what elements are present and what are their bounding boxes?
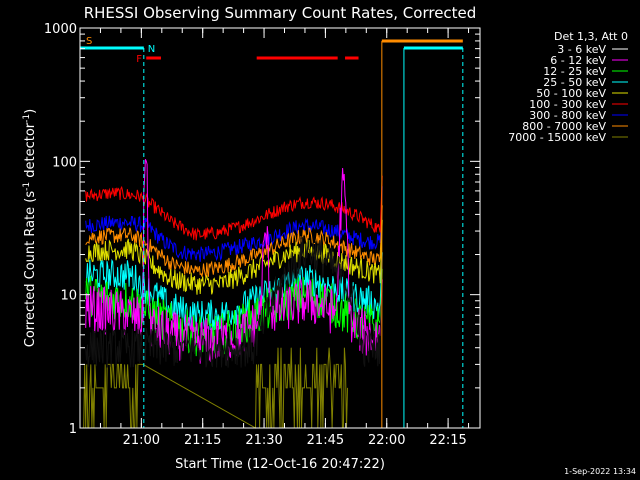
legend-label-6: 300 - 800 keV: [529, 109, 606, 122]
x-tick-label-2: 21:30: [245, 433, 282, 448]
x-tick-label-3: 21:45: [307, 433, 344, 448]
legend-label-7: 800 - 7000 keV: [522, 120, 606, 133]
x-tick-label-0: 21:00: [123, 433, 160, 448]
legend-label-0: 3 - 6 keV: [557, 43, 606, 56]
legend-label-3: 25 - 50 keV: [543, 76, 606, 89]
y-tick-label-0: 1: [69, 422, 77, 437]
axes: 1 10 100 1000 21:00 21:15 21:30 21:45 22:00 22:15: [44, 22, 481, 448]
legend-header: Det 1,3, Att 0: [554, 30, 628, 43]
series-6-12kev: [85, 158, 383, 364]
x-tick-label-1: 21:15: [184, 433, 221, 448]
series-300-800kev: [85, 186, 383, 262]
axes-frame: [79, 27, 481, 429]
legend-label-8: 7000 - 15000 keV: [508, 131, 606, 144]
x-tick-label-5: 22:15: [429, 433, 466, 448]
y-axis-label-sup2: -1: [22, 114, 32, 123]
series-100-300kev: [85, 175, 383, 241]
y-axis-label-sup1: -1: [22, 182, 32, 191]
night-flag-label: N: [148, 44, 155, 55]
series-layer: [83, 158, 383, 429]
legend-label-1: 6 - 12 keV: [550, 54, 606, 67]
plot-background: [80, 28, 480, 428]
series-3-6kev: [85, 237, 383, 368]
y-axis-label-end: ): [23, 109, 38, 114]
flare-flag-label: F: [136, 54, 142, 65]
y-tick-label-3: 1000: [44, 22, 77, 37]
y-axis-label: Corrected Count Rate (s-1 detector-1): [22, 109, 38, 347]
series-800-7000kev: [85, 205, 383, 278]
y-tick-label-2: 100: [52, 155, 77, 170]
y-tick-label-1: 10: [60, 289, 77, 304]
legend-label-4: 50 - 100 keV: [536, 87, 606, 100]
legend-label-5: 100 - 300 keV: [529, 98, 606, 111]
x-axis-label: Start Time (12-Oct-16 20:47:22): [175, 457, 385, 472]
plot-area: [80, 28, 480, 428]
footer-date: 1-Sep-2022 13:34: [564, 467, 636, 476]
y-axis-label-mid: detector: [23, 122, 38, 182]
chart-title: RHESSI Observing Summary Count Rates, Co…: [84, 4, 477, 22]
y-axis-label-main: Corrected Count Rate (s: [23, 191, 38, 348]
saa-flag-label: S: [86, 36, 92, 47]
legend-label-2: 12 - 25 keV: [543, 65, 606, 78]
x-tick-label-4: 22:00: [368, 433, 405, 448]
